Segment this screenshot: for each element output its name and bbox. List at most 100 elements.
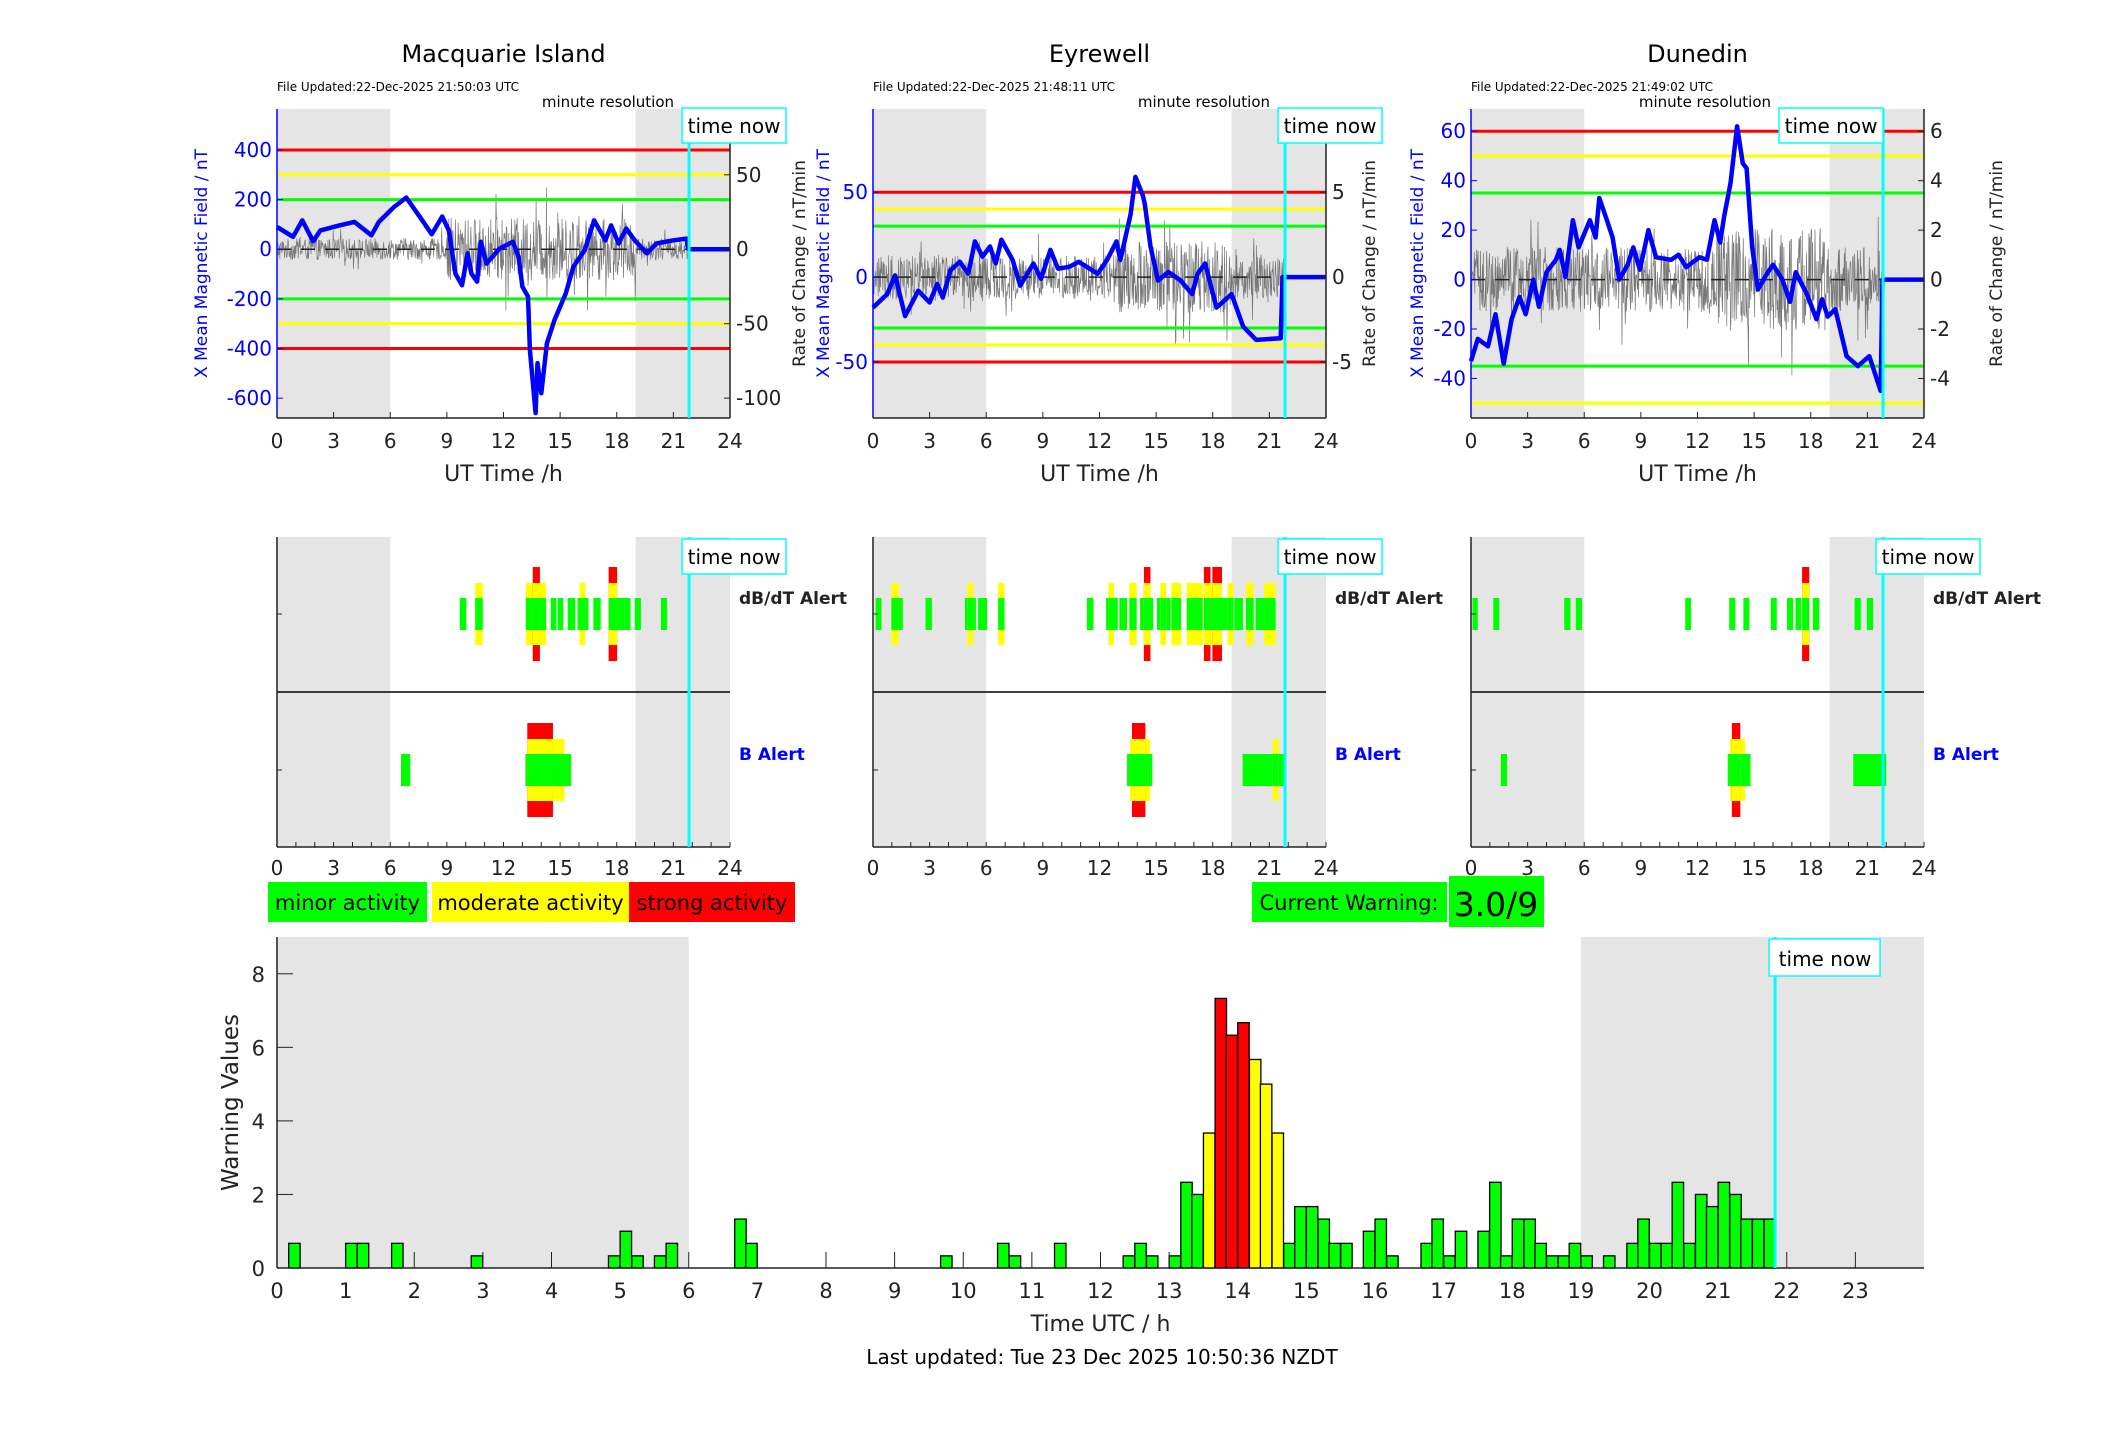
left-tick-label: 400	[234, 138, 272, 162]
x-tick-label: 15	[547, 856, 572, 880]
dbdt-alert-segment	[1140, 598, 1144, 630]
right-tick-label: 2	[1930, 218, 1943, 242]
x-axis-label: UT Time /h	[444, 462, 563, 487]
alerts-plot: 0 3 6 9 12 15 18 21 24 time now dB/dT Alert B Alert	[867, 537, 1443, 880]
x-tick-label: 0	[271, 429, 284, 453]
left-tick-label: -200	[227, 287, 272, 311]
x-axis-label: UT Time /h	[1638, 462, 1757, 487]
dbdt-alert-segment	[1493, 598, 1500, 630]
warning-bar	[1694, 1193, 1708, 1269]
last-updated-footer: Last updated: Tue 23 Dec 2025 10:50:36 N…	[866, 1345, 1338, 1369]
night-shading	[635, 109, 730, 418]
dbdt-alert-segment	[660, 598, 667, 630]
left-tick-label: 0	[1453, 268, 1466, 292]
warning-bar	[745, 1242, 758, 1269]
warning-bar	[1454, 1230, 1468, 1269]
night-shading	[1231, 109, 1326, 418]
right-tick-label: -2	[1930, 317, 1950, 341]
x-tick-label: 6	[384, 429, 397, 453]
warning-bar	[1751, 1218, 1765, 1269]
x-tick-label: 12	[1087, 856, 1112, 880]
b-alert-segment	[1242, 754, 1273, 786]
x-tick-label: 23	[1842, 1279, 1869, 1303]
y-tick-label: 8	[252, 963, 265, 987]
dbdt-alert-segment	[1108, 598, 1115, 630]
dbdt-alert-segment	[525, 598, 533, 630]
warning-bar	[1008, 1255, 1022, 1269]
station-panel-2: Dunedin File Updated:22-Dec-2025 21:49:02…	[1408, 40, 2041, 880]
y-tick-label: 0	[252, 1257, 265, 1281]
x-tick-label: 21	[1855, 429, 1880, 453]
dbdt-alert-segment	[1129, 598, 1137, 630]
dbdt-alert-segment	[1086, 598, 1094, 630]
magnetic-field-line	[275, 195, 730, 416]
x-tick-label: 18	[604, 429, 629, 453]
x-tick-label: 12	[1685, 856, 1710, 880]
b-alert-label: B Alert	[739, 745, 805, 765]
dbdt-alert-label: dB/dT Alert	[739, 589, 847, 609]
time-now-label: time now	[1882, 545, 1975, 569]
legend-minor-label: minor activity	[275, 891, 420, 915]
x-tick-label: 0	[1465, 856, 1478, 880]
left-tick-label: 20	[1441, 218, 1466, 242]
x-tick-label: 18	[1499, 1279, 1526, 1303]
warning-bar	[1545, 1255, 1559, 1269]
x-tick-label: 3	[923, 429, 936, 453]
magnetic-field-line	[1468, 124, 1924, 394]
y-tick-label: 6	[252, 1036, 265, 1060]
warning-bar	[1683, 1242, 1696, 1269]
right-tick-label: -4	[1930, 366, 1950, 390]
current-warning-label-box	[1252, 882, 1447, 922]
warning-bar	[1499, 1255, 1513, 1269]
x-tick-label: 21	[1257, 429, 1282, 453]
x-tick-label: 12	[1087, 429, 1112, 453]
warning-bar	[619, 1230, 633, 1269]
x-tick-label: 0	[867, 429, 880, 453]
dbdt-alert-segment	[577, 598, 580, 630]
left-tick-label: 200	[234, 188, 272, 212]
dbdt-alert-segment	[634, 598, 641, 630]
night-shading	[1580, 937, 1924, 1268]
x-tick-label: 2	[408, 1279, 421, 1303]
dbdt-alert-segment	[1150, 598, 1154, 630]
x-tick-label: 9	[1635, 856, 1648, 880]
dbdt-alert-segment	[875, 598, 882, 630]
dbdt-alert-segment	[557, 598, 564, 630]
warning-bar	[1191, 1193, 1204, 1269]
left-tick-label: 50	[843, 180, 868, 204]
legend-strong-label: strong activity	[637, 891, 788, 915]
x-tick-label: 6	[980, 429, 993, 453]
x-tick-label: 21	[1257, 856, 1282, 880]
warning-bar	[1328, 1242, 1342, 1269]
x-tick-label: 15	[547, 429, 572, 453]
alerts-plot: 0 3 6 9 12 15 18 21 24 time now dB/dT Alert B Alert	[271, 537, 847, 880]
time-now-label: time now	[1785, 114, 1878, 138]
warning-bar	[1648, 1242, 1662, 1269]
dbdt-alert-segment	[1143, 598, 1151, 630]
x-tick-label: 15	[1741, 856, 1766, 880]
time-now-box	[681, 107, 787, 144]
x-tick-label: 9	[888, 1279, 901, 1303]
x-tick-label: 21	[661, 429, 686, 453]
dbdt-alert-segment	[624, 598, 631, 630]
left-tick-label: -40	[1433, 366, 1466, 390]
rate-of-change-line	[1470, 216, 1884, 376]
warning-bar	[1305, 1205, 1319, 1269]
warning-bar	[1214, 997, 1228, 1269]
station-panel-0: Macquarie Island File Updated:22-Dec-2025…	[192, 40, 847, 880]
x-tick-label: 4	[545, 1279, 558, 1303]
dbdt-alert-label: dB/dT Alert	[1335, 589, 1443, 609]
dbdt-alert-segment	[1166, 598, 1171, 630]
dbdt-alert-segment	[1234, 598, 1243, 630]
right-tick-label: 4	[1930, 169, 1943, 193]
x-tick-label: 18	[1200, 429, 1225, 453]
warning-bar	[1340, 1242, 1353, 1269]
left-tick-label: -400	[227, 337, 272, 361]
x-tick-label: 24	[717, 856, 742, 880]
x-tick-label: 18	[1200, 856, 1225, 880]
dbdt-alert-segment	[1575, 598, 1582, 630]
right-tick-label: 0	[736, 237, 749, 261]
right-tick-label: -50	[736, 312, 769, 336]
time-now-label: time now	[1284, 114, 1377, 138]
